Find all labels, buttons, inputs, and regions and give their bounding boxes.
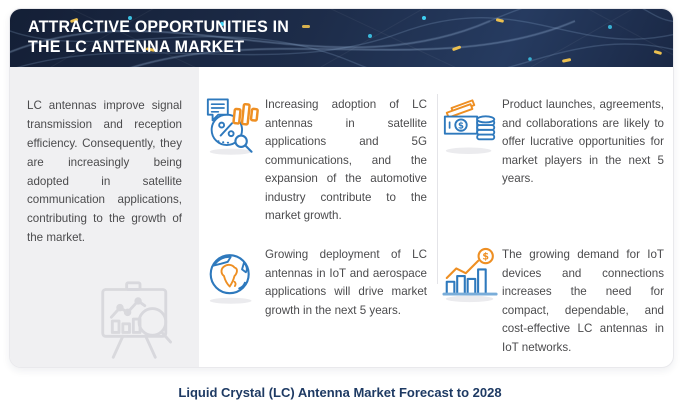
globe-icon [205, 246, 263, 313]
presentation-chart-magnifier-icon [101, 281, 172, 359]
header-banner: ATTRACTIVE OPPORTUNITIES IN THE LC ANTEN… [10, 9, 673, 67]
page-title-line1: ATTRACTIVE OPPORTUNITIES IN [28, 18, 290, 36]
market-analysis-icon [205, 96, 263, 163]
svg-text:$: $ [482, 252, 489, 263]
page-title: ATTRACTIVE OPPORTUNITIES IN THE LC ANTEN… [28, 17, 289, 58]
page-title-line2: THE LC ANTENNA MARKET [28, 38, 245, 57]
summary-panel: LC antennas improve signal transmission … [10, 67, 199, 367]
opportunity-item-4: $ The growing demand for IoT devices and… [436, 217, 673, 367]
opportunity-item-3: Growing deployment of LC antennas in IoT… [199, 217, 436, 367]
main-card: ATTRACTIVE OPPORTUNITIES IN THE LC ANTEN… [9, 8, 674, 368]
opportunity-text: Increasing adoption of LC antennas in sa… [265, 98, 427, 223]
opportunity-text: Product launches, agreements, and collab… [502, 98, 664, 186]
opportunity-item-1: Increasing adoption of LC antennas in sa… [199, 67, 436, 222]
opportunity-grid: Increasing adoption of LC antennas in sa… [199, 67, 673, 367]
opportunity-item-2: $ Product launches, agreements [436, 67, 673, 217]
glow-dots [70, 16, 662, 63]
summary-paragraph: LC antennas improve signal transmission … [27, 99, 182, 245]
money-coins-icon: $ [442, 96, 500, 163]
network-lines-decoration-icon [10, 9, 673, 67]
opportunity-text: The growing demand for IoT devices and c… [502, 248, 664, 354]
column-divider [437, 94, 438, 284]
opportunity-text: Growing deployment of LC antennas in IoT… [265, 248, 427, 317]
figure-caption: Liquid Crystal (LC) Antenna Market Forec… [178, 385, 502, 400]
svg-text:$: $ [458, 121, 464, 131]
growth-bar-chart-dollar-icon: $ [442, 246, 500, 313]
